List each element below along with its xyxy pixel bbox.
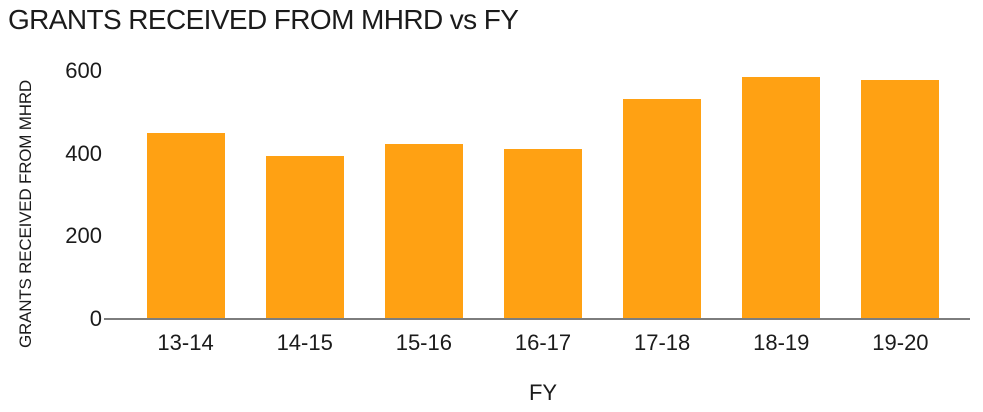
plot-area — [126, 71, 960, 319]
bar-slot — [483, 71, 602, 319]
bar-13-14 — [146, 133, 225, 319]
y-tick-label: 400 — [65, 140, 102, 166]
x-tick-label: 19-20 — [872, 330, 929, 355]
x-tick-label: 15-16 — [395, 330, 452, 355]
bar-slot — [603, 71, 722, 319]
bar-slot — [722, 71, 841, 319]
y-tick-label: 600 — [65, 58, 102, 83]
bar-slot — [364, 71, 483, 319]
y-tick-label: 200 — [65, 223, 102, 249]
bar-15-16 — [384, 143, 463, 319]
x-axis-tick-labels: 13-14 14-15 15-16 16-17 17-18 18-19 19-20 — [126, 330, 960, 356]
bar-16-17 — [503, 149, 582, 319]
x-tick-label: 17-18 — [633, 330, 691, 355]
bar-17-18 — [623, 99, 702, 319]
bar-slot — [245, 71, 364, 319]
bar-14-15 — [265, 155, 344, 319]
x-tick-label: 13-14 — [157, 330, 214, 355]
x-tick-label: 16-17 — [514, 330, 572, 355]
chart-title: GRANTS RECEIVED FROM MHRD vs FY — [8, 4, 519, 35]
y-tick-label: 0 — [89, 306, 102, 331]
bar-18-19 — [742, 77, 821, 319]
x-tick-label: 18-19 — [753, 330, 810, 355]
x-tick-label: 14-15 — [276, 330, 333, 355]
bar-19-20 — [861, 80, 940, 319]
bar-slot — [841, 71, 960, 319]
bar-slot — [126, 71, 245, 319]
x-axis-line — [104, 318, 970, 320]
x-axis-title: FY — [528, 380, 558, 405]
